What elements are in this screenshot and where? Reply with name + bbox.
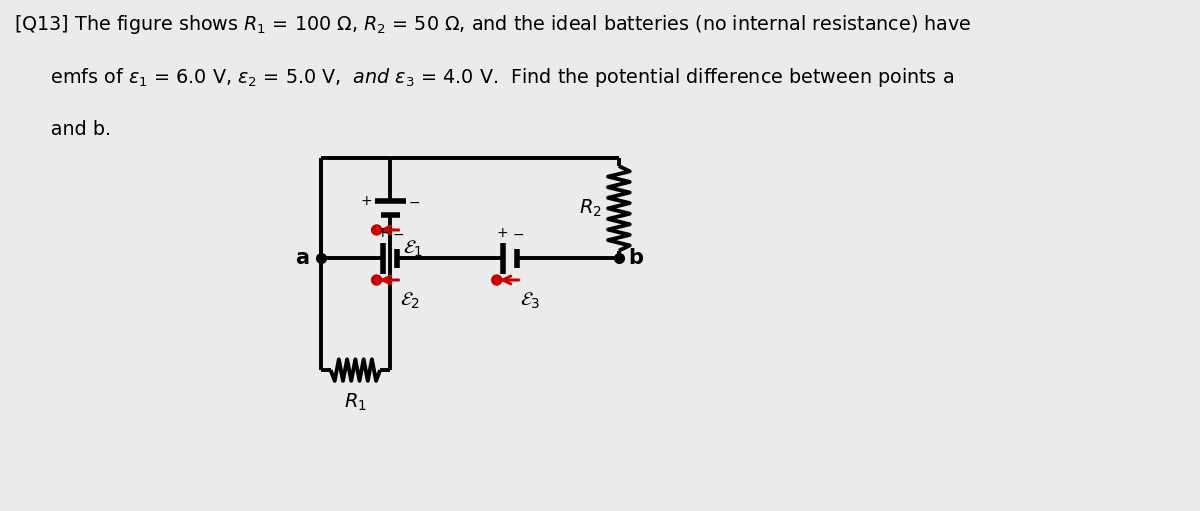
Text: $R_2$: $R_2$ xyxy=(580,198,602,219)
Text: $\mathcal{E}_3$: $\mathcal{E}_3$ xyxy=(520,291,540,311)
Text: $\mathcal{E}_2$: $\mathcal{E}_2$ xyxy=(400,291,420,311)
Text: b: b xyxy=(628,248,643,268)
Text: $R_1$: $R_1$ xyxy=(344,391,367,413)
Text: +: + xyxy=(360,195,372,208)
Text: and b.: and b. xyxy=(14,120,112,139)
Circle shape xyxy=(492,275,502,285)
Text: −: − xyxy=(392,227,404,242)
Text: $\mathcal{E}_1$: $\mathcal{E}_1$ xyxy=(403,238,424,259)
Text: +: + xyxy=(377,226,389,240)
Text: +: + xyxy=(497,226,509,240)
Circle shape xyxy=(372,275,382,285)
Text: −: − xyxy=(409,196,420,210)
Text: a: a xyxy=(295,248,308,268)
Text: [Q13] The figure shows $R_1$ = 100 $\Omega$, $R_2$ = 50 $\Omega$, and the ideal : [Q13] The figure shows $R_1$ = 100 $\Ome… xyxy=(14,13,972,36)
Text: emfs of $\varepsilon_1$ = 6.0 V, $\varepsilon_2$ = 5.0 V,  $\it{and}$ $\varepsil: emfs of $\varepsilon_1$ = 6.0 V, $\varep… xyxy=(14,66,954,89)
Circle shape xyxy=(372,225,382,235)
Text: −: − xyxy=(512,227,524,242)
